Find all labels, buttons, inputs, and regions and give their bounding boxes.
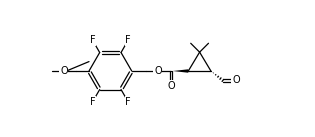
Text: O: O — [232, 75, 240, 85]
Text: F: F — [125, 97, 131, 107]
Text: F: F — [90, 97, 95, 107]
Text: F: F — [125, 35, 131, 45]
Text: O: O — [154, 66, 162, 76]
Text: O: O — [60, 66, 68, 76]
Text: O: O — [167, 81, 175, 91]
Text: F: F — [90, 35, 95, 45]
Polygon shape — [173, 69, 188, 73]
